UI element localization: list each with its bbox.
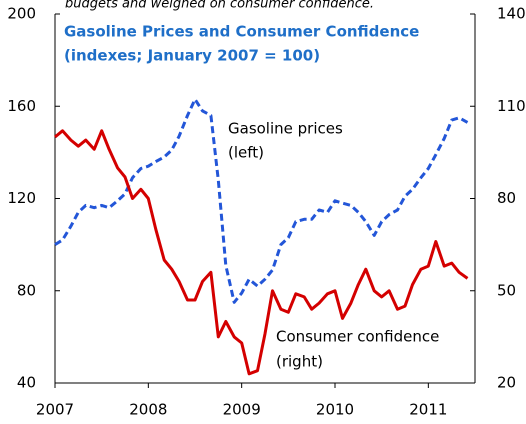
annotation: Consumer confidence [276,328,439,346]
x-tick-label: 2008 [129,401,167,419]
y-tick-label: 120 [7,189,36,207]
x-tick-label: 2009 [223,401,261,419]
annotation: (left) [228,144,264,162]
y2-tick-label: 110 [497,97,526,115]
y2-tick-label: 50 [497,281,516,299]
chart-title: Gasoline Prices and Consumer Confidence [64,23,419,41]
annotation: Gasoline prices [228,120,343,138]
x-tick-label: 2007 [36,401,74,419]
chart-subtitle: (indexes; January 2007 = 100) [64,47,320,65]
y-tick-label: 40 [17,374,36,392]
x-tick-label: 2010 [316,401,354,419]
annotation: (right) [276,353,323,371]
x-tick-label: 2011 [409,401,447,419]
y2-tick-label: 20 [497,374,516,392]
y2-tick-label: 140 [497,5,526,23]
y-tick-label: 200 [7,5,36,23]
series-line [54,97,469,304]
series-line [54,129,469,376]
y2-tick-label: 80 [497,189,516,207]
y-tick-label: 160 [7,97,36,115]
y-tick-label: 80 [17,281,36,299]
caption: budgets and weighed on consumer confiden… [65,0,374,12]
